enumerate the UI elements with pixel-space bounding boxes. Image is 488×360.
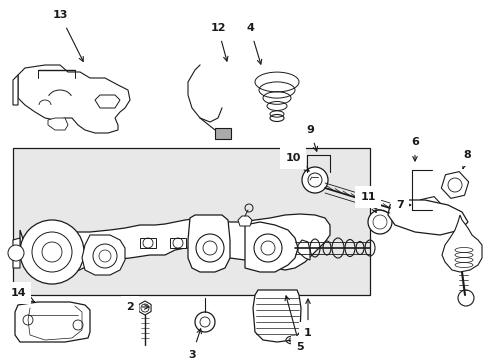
- Bar: [215, 128, 230, 139]
- Polygon shape: [187, 215, 229, 272]
- Circle shape: [372, 215, 386, 229]
- Text: 10: 10: [285, 153, 308, 171]
- Text: 4: 4: [245, 23, 261, 64]
- Text: 6: 6: [410, 137, 418, 161]
- Polygon shape: [140, 238, 156, 248]
- Circle shape: [457, 290, 473, 306]
- Circle shape: [261, 241, 274, 255]
- Polygon shape: [13, 238, 20, 268]
- Polygon shape: [441, 215, 481, 272]
- Circle shape: [253, 234, 282, 262]
- Circle shape: [32, 232, 72, 272]
- Polygon shape: [13, 75, 18, 105]
- Text: 8: 8: [461, 150, 470, 168]
- Circle shape: [200, 317, 209, 327]
- Circle shape: [195, 312, 215, 332]
- Polygon shape: [297, 240, 309, 260]
- Text: 11: 11: [360, 192, 375, 212]
- Polygon shape: [95, 95, 120, 108]
- Polygon shape: [387, 200, 467, 235]
- Bar: [13, 148, 369, 295]
- Text: 1: 1: [304, 299, 311, 338]
- Polygon shape: [244, 222, 297, 272]
- Circle shape: [203, 241, 217, 255]
- Circle shape: [93, 244, 117, 268]
- Text: 2: 2: [126, 302, 149, 312]
- Polygon shape: [170, 238, 185, 248]
- Polygon shape: [82, 235, 125, 275]
- Circle shape: [42, 242, 62, 262]
- Circle shape: [302, 167, 327, 193]
- Polygon shape: [48, 118, 68, 130]
- Circle shape: [367, 210, 391, 234]
- Text: 3: 3: [188, 329, 201, 360]
- Circle shape: [8, 245, 24, 261]
- Text: 13: 13: [52, 10, 83, 62]
- Text: 12: 12: [210, 23, 227, 61]
- Circle shape: [99, 250, 111, 262]
- Polygon shape: [238, 216, 251, 226]
- Polygon shape: [20, 214, 329, 272]
- Circle shape: [196, 234, 224, 262]
- Text: 9: 9: [305, 125, 317, 151]
- Text: 5: 5: [285, 296, 303, 352]
- Circle shape: [307, 173, 321, 187]
- Circle shape: [20, 220, 84, 284]
- Polygon shape: [252, 290, 301, 342]
- Polygon shape: [18, 65, 130, 133]
- Text: 7: 7: [395, 200, 410, 210]
- Polygon shape: [15, 302, 90, 342]
- Text: 14: 14: [10, 288, 34, 302]
